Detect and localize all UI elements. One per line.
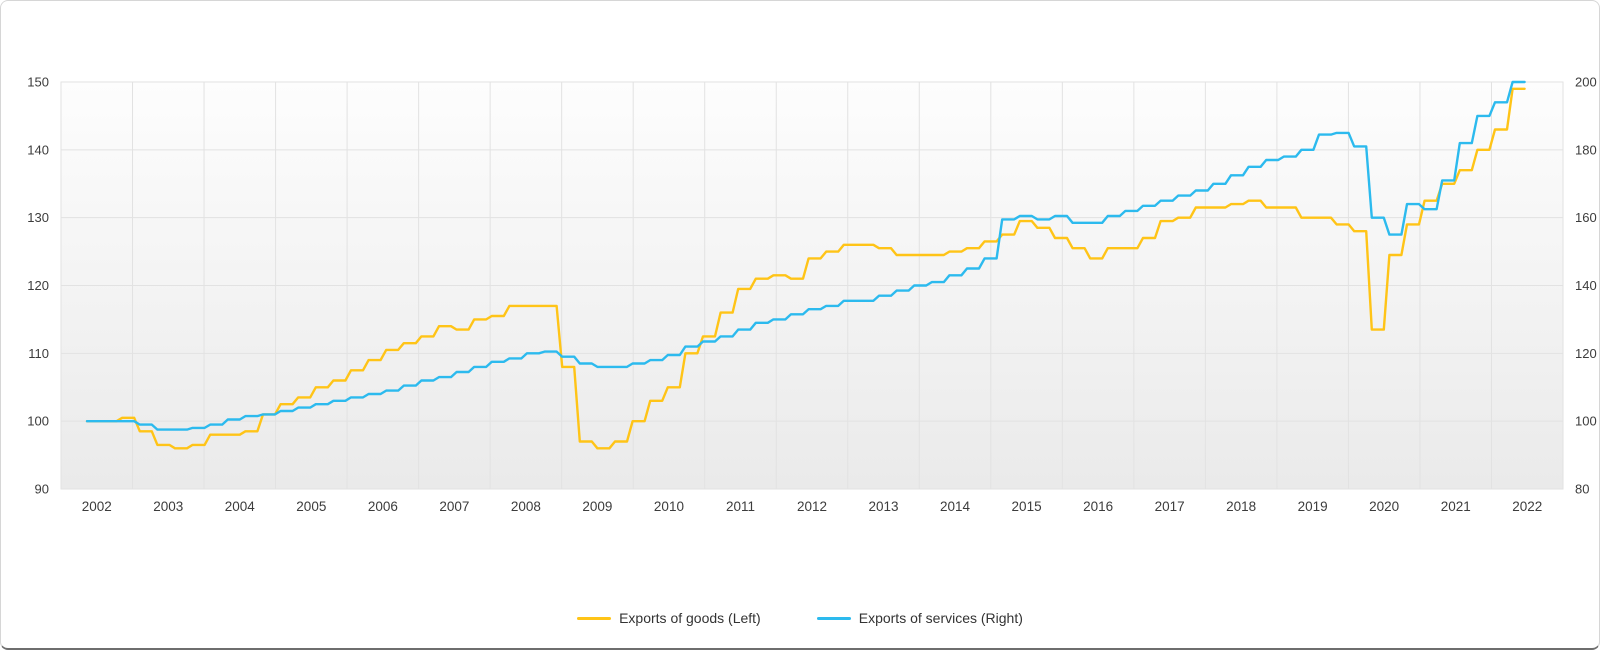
- left-axis-tick-label: 120: [27, 278, 49, 293]
- x-axis-year-label: 2020: [1369, 499, 1399, 514]
- left-axis-tick-label: 140: [27, 142, 49, 157]
- legend-item-exports-goods[interactable]: Exports of goods (Left): [577, 610, 761, 626]
- x-axis-year-label: 2018: [1226, 499, 1256, 514]
- x-axis-year-label: 2015: [1012, 499, 1042, 514]
- legend-item-exports-services[interactable]: Exports of services (Right): [816, 610, 1023, 626]
- services-line-swatch-icon: [816, 616, 851, 620]
- legend-label-services: Exports of services (Right): [858, 610, 1023, 626]
- right-axis-tick-label: 120: [1575, 346, 1597, 361]
- x-axis-year-label: 2007: [439, 499, 469, 514]
- left-axis-tick-label: 100: [27, 414, 49, 429]
- exports-goods-line: [85, 87, 1526, 450]
- x-axis-year-label: 2009: [582, 499, 612, 514]
- x-axis-year-label: 2002: [82, 499, 112, 514]
- x-axis-year-label: 2005: [296, 499, 326, 514]
- goods-line-swatch-icon: [577, 616, 612, 620]
- left-axis-tick-label: 130: [27, 210, 49, 225]
- x-axis-year-label: 2021: [1441, 499, 1471, 514]
- x-axis-year-label: 2017: [1155, 499, 1185, 514]
- left-axis-tick-label: 150: [27, 75, 49, 90]
- legend-label-goods: Exports of goods (Left): [619, 610, 761, 626]
- x-axis-year-label: 2011: [726, 499, 755, 514]
- left-axis-tick-label: 110: [28, 346, 49, 361]
- x-axis-year-label: 2004: [225, 499, 256, 514]
- x-axis-year-label: 2022: [1512, 499, 1542, 514]
- x-axis-year-label: 2012: [797, 499, 827, 514]
- chart-legend: Exports of goods (Left) Exports of servi…: [1, 610, 1599, 626]
- x-axis-year-label: 2008: [511, 499, 541, 514]
- left-axis-tick-label: 90: [35, 482, 49, 497]
- x-axis-year-label: 2010: [654, 499, 684, 514]
- right-axis-tick-label: 80: [1575, 482, 1589, 497]
- right-axis-tick-label: 160: [1575, 210, 1597, 225]
- right-axis-tick-label: 100: [1575, 414, 1597, 429]
- right-axis-tick-label: 200: [1575, 75, 1597, 90]
- right-axis-tick-label: 180: [1575, 142, 1597, 157]
- x-axis-year-label: 2006: [368, 499, 398, 514]
- x-axis-year-label: 2016: [1083, 499, 1113, 514]
- x-axis-year-label: 2014: [940, 499, 971, 514]
- right-axis-tick-label: 140: [1575, 278, 1597, 293]
- x-axis-year-label: 2003: [153, 499, 183, 514]
- exports-services-line: [85, 80, 1526, 431]
- x-axis-year-label: 2013: [869, 499, 899, 514]
- x-axis-year-label: 2019: [1298, 499, 1328, 514]
